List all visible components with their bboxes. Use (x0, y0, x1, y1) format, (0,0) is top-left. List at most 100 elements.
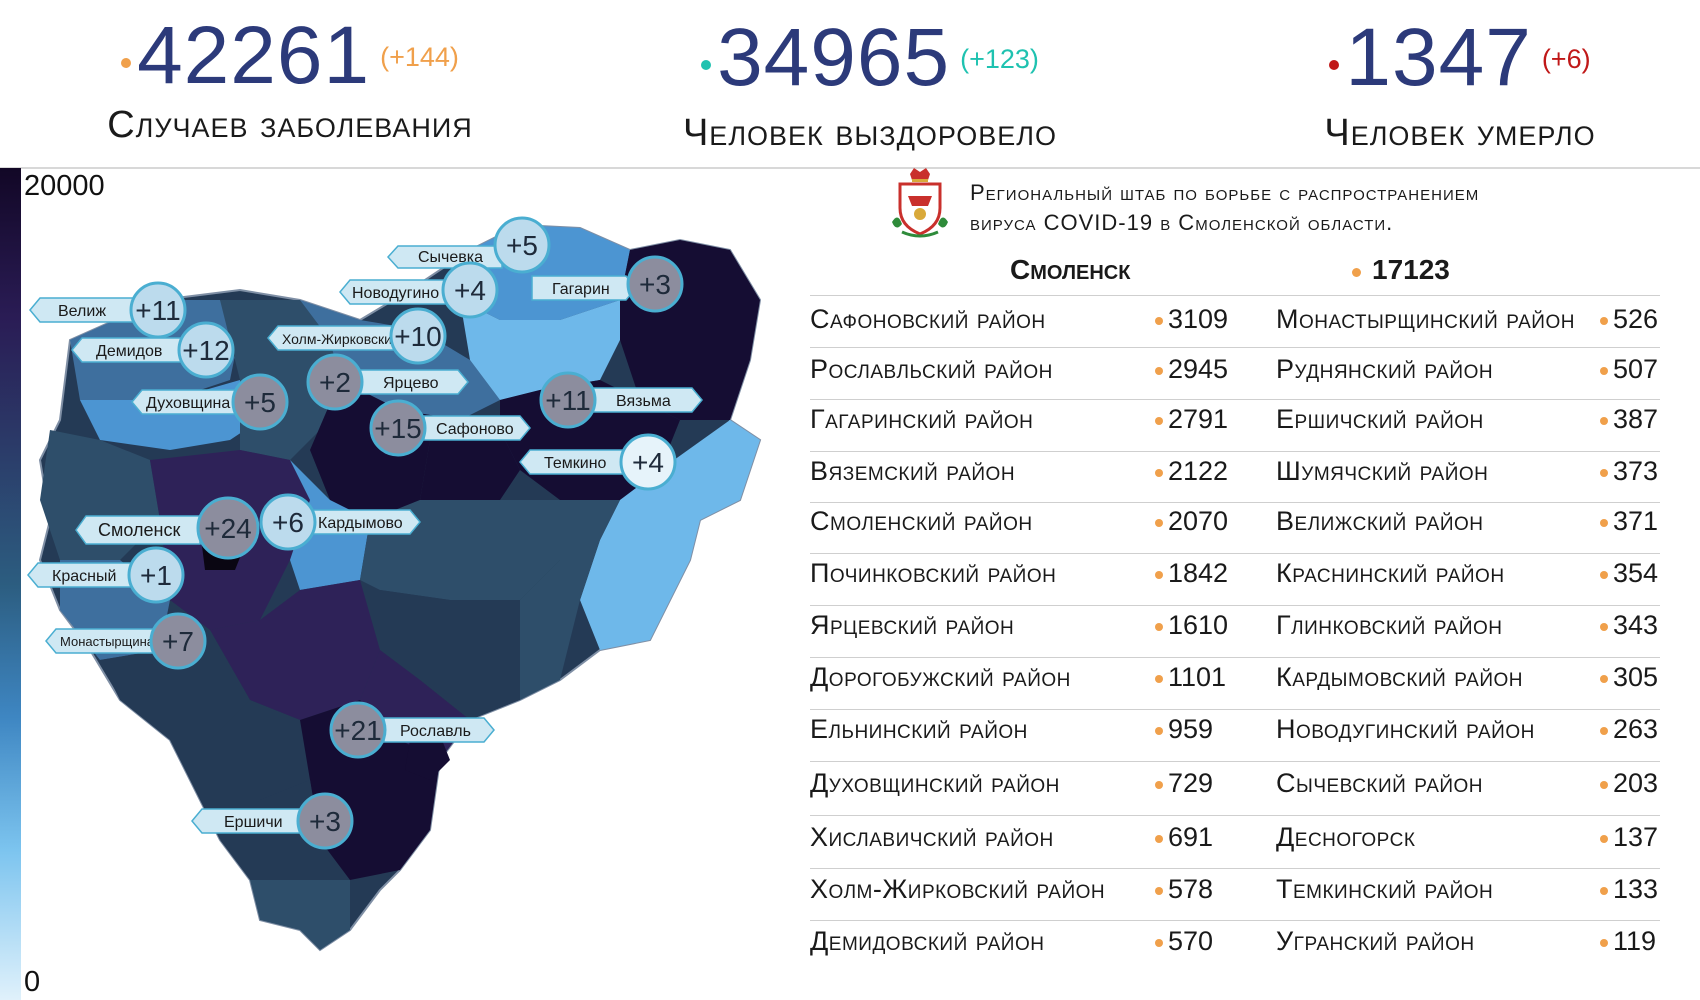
district-name: Смоленский район (810, 506, 1033, 536)
district-name: Темкинский район (1276, 874, 1494, 904)
marker-label: Монастырщина (60, 634, 155, 649)
district-count: 203 (1600, 768, 1658, 799)
district-count: 570 (1155, 926, 1213, 957)
marker-delta: +10 (394, 321, 442, 352)
marker-monastyrshchina[interactable]: Монастырщина +7 (45, 612, 207, 670)
marker-delta: +4 (454, 275, 486, 306)
row-divider (810, 815, 1660, 816)
district-khislavichi (170, 700, 310, 840)
marker-roslavl[interactable]: Рославль +21 (329, 701, 495, 759)
recovered-stat: 34965 (+123) Человек выздоровело (610, 12, 1130, 155)
district-name: Новодугинский район (1276, 714, 1535, 744)
district-count: 1842 (1155, 558, 1228, 589)
district-name: Десногорск (1276, 822, 1416, 852)
district-name: Краснинский район (1276, 558, 1505, 588)
district-name: Глинковский район (1276, 610, 1503, 640)
cases-dot (121, 58, 132, 68)
district-count: 1101 (1155, 662, 1226, 693)
district-count: 2070 (1155, 506, 1228, 537)
marker-delta: +5 (244, 387, 276, 418)
marker-delta: +24 (204, 513, 252, 544)
district-name: Кардымовский район (1276, 662, 1523, 692)
city-dot (1352, 268, 1361, 277)
marker-label: Ершичи (224, 814, 283, 831)
row-divider (810, 451, 1660, 452)
marker-label: Смоленск (98, 520, 180, 540)
marker-kholm-zhirkovsky[interactable]: Холм-Жирковский +10 (267, 307, 447, 365)
marker-yartsevo[interactable]: Ярцево +2 (306, 353, 469, 411)
marker-gagarin[interactable]: Гагарин +3 (531, 255, 684, 313)
district-desnogorsk (405, 735, 450, 780)
district-count: 729 (1155, 768, 1213, 799)
recovered-delta: (+123) (960, 44, 1039, 74)
district-count: 371 (1600, 506, 1658, 537)
row-divider (810, 709, 1660, 710)
marker-velizh[interactable]: Велиж +11 (29, 281, 187, 339)
marker-vyazma[interactable]: Вязьма +11 (539, 371, 703, 429)
district-count: 1610 (1155, 610, 1228, 641)
row-divider (810, 502, 1660, 503)
district-name: Демидовский район (810, 926, 1045, 956)
header-divider (0, 167, 1700, 169)
district-name: Гагаринский район (810, 404, 1034, 434)
district-count: 137 (1600, 822, 1658, 853)
cases-label: Случаев заболевания (107, 104, 473, 146)
district-ugra (520, 500, 620, 700)
district-name: Угранский район (1276, 926, 1475, 956)
marker-delta: +7 (162, 626, 194, 657)
legend-color-scale (0, 168, 21, 1000)
deaths-label: Человек умерло (1324, 112, 1596, 154)
district-count: 119 (1600, 926, 1656, 957)
marker-demidov[interactable]: Демидов +12 (71, 321, 235, 379)
district-yershichi (250, 880, 350, 950)
district-name: Руднянский район (1276, 354, 1494, 384)
marker-temkino[interactable]: Темкино +4 (519, 433, 677, 491)
recovered-dot (701, 60, 712, 70)
recovered-value: 34965 (717, 12, 951, 103)
district-count: 2945 (1155, 354, 1228, 385)
deaths-value: 1347 (1345, 12, 1532, 103)
cases-value: 42261 (137, 10, 371, 101)
district-name: Ершичский район (1276, 404, 1484, 434)
row-divider (810, 657, 1660, 658)
legend-min-value: 0 (24, 966, 41, 998)
marker-delta: +11 (135, 295, 180, 326)
district-count: 3109 (1155, 304, 1228, 335)
district-name: Рославльский район (810, 354, 1053, 384)
marker-yershichi[interactable]: Ершичи +3 (191, 792, 354, 850)
district-count: 959 (1155, 714, 1213, 745)
district-monastyrshchina (100, 630, 250, 740)
marker-label: Вязьма (616, 393, 671, 410)
hq-title-line2: вируса COVID-19 в Смоленской области. (970, 210, 1394, 235)
district-count: 133 (1600, 874, 1658, 905)
city-count: 17123 (1372, 254, 1450, 285)
district-count: 691 (1155, 822, 1213, 853)
marker-dukhovshchina[interactable]: Духовщина +5 (131, 373, 289, 431)
legend-max-value: 20000 (24, 170, 105, 202)
district-name: Духовщинский район (810, 768, 1060, 798)
marker-safonovo[interactable]: Сафоново +15 (369, 399, 531, 457)
district-count: 354 (1600, 558, 1658, 589)
marker-delta: +21 (334, 715, 382, 746)
district-name: Починковский район (810, 558, 1057, 588)
recovered-label: Человек выздоровело (682, 112, 1058, 154)
row-divider (810, 920, 1660, 921)
marker-label: Холм-Жирковский (282, 331, 400, 347)
marker-novodugino[interactable]: Новодугино +4 (339, 261, 499, 319)
marker-sychevka[interactable]: Сычевка +5 (386, 216, 551, 274)
marker-delta: +12 (182, 335, 230, 366)
district-count: 526 (1600, 304, 1658, 335)
row-divider (810, 347, 1660, 348)
deaths-dot (1329, 60, 1340, 70)
marker-delta: +3 (309, 806, 341, 837)
marker-label: Рославль (400, 723, 471, 740)
marker-krasny[interactable]: Красный +1 (27, 546, 185, 604)
marker-label: Духовщина (146, 395, 230, 412)
marker-smolensk[interactable]: Смоленск +24 (75, 496, 260, 560)
marker-label: Темкино (544, 455, 607, 472)
district-name: Хиславичский район (810, 822, 1054, 852)
marker-kardymovo[interactable]: Кардымово +6 (259, 493, 421, 551)
marker-label: Велиж (58, 303, 106, 320)
row-divider (810, 868, 1660, 869)
district-count: 578 (1155, 874, 1213, 905)
